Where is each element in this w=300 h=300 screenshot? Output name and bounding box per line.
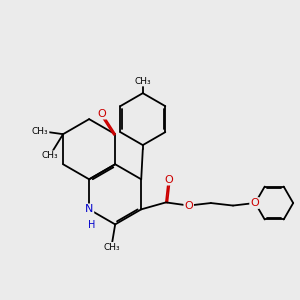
Text: CH₃: CH₃: [134, 76, 151, 85]
Text: O: O: [250, 198, 259, 208]
Text: CH₃: CH₃: [41, 151, 58, 160]
Text: CH₃: CH₃: [32, 127, 49, 136]
Text: N: N: [85, 204, 93, 214]
Text: O: O: [184, 201, 193, 211]
Text: CH₃: CH₃: [103, 243, 120, 252]
Text: O: O: [98, 109, 106, 118]
Text: O: O: [164, 175, 173, 184]
Text: H: H: [88, 220, 95, 230]
